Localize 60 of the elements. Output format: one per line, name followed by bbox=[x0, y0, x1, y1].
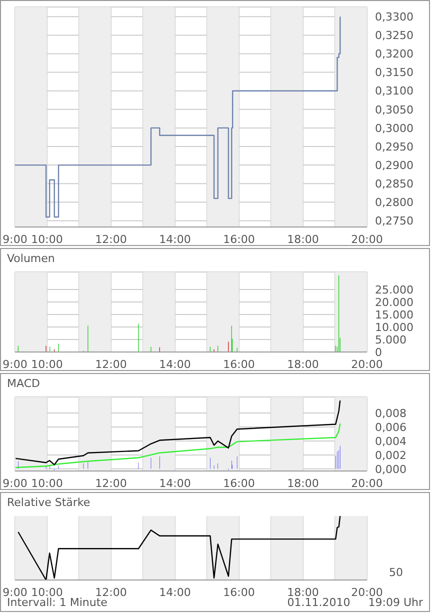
y-tick-label: 0,3150 bbox=[375, 66, 414, 80]
x-tick-label: 12:00 bbox=[95, 586, 127, 599]
line-series bbox=[15, 422, 341, 468]
x-tick-label: 9:00 bbox=[2, 586, 28, 599]
x-tick-label: 20:00 bbox=[351, 232, 383, 246]
x-tick-label: 9:00 bbox=[2, 232, 28, 246]
x-tick-label: 12:00 bbox=[95, 232, 127, 246]
x-tick-label: 12:00 bbox=[95, 476, 127, 490]
y-tick-label: 5.000 bbox=[375, 333, 406, 346]
y-tick-label: 0,004 bbox=[375, 434, 406, 448]
y-tick-label: 0,2950 bbox=[375, 140, 414, 154]
y-tick-label: 0,006 bbox=[375, 420, 406, 434]
x-tick-label: 16:00 bbox=[223, 232, 255, 246]
x-tick-label: 16:00 bbox=[223, 586, 255, 599]
y-tick-label: 0,3050 bbox=[375, 103, 414, 116]
x-tick-label: 9:00 bbox=[2, 476, 28, 490]
y-tick-label: 10.000 bbox=[375, 320, 414, 334]
text: Intervall: 1 Minute bbox=[7, 596, 108, 609]
y-tick-label: 0,3300 bbox=[375, 10, 414, 24]
x-tick-label: 14:00 bbox=[159, 476, 191, 490]
y-tick-label: 0,000 bbox=[375, 462, 406, 476]
y-tick-label: 0 bbox=[375, 346, 382, 359]
y-tick-label: 25.000 bbox=[375, 283, 414, 296]
line-series bbox=[15, 400, 341, 466]
x-tick-label: 14:00 bbox=[159, 358, 191, 371]
y-tick-label: 0,008 bbox=[375, 406, 406, 420]
x-tick-label: 18:00 bbox=[287, 476, 319, 490]
y-tick-label: 0,3250 bbox=[375, 29, 414, 42]
x-tick-label: 18:00 bbox=[287, 232, 319, 246]
x-tick-label: 10:00 bbox=[31, 586, 63, 599]
x-tick-label: 20:00 bbox=[351, 358, 383, 371]
x-tick-label: 20:00 bbox=[351, 586, 383, 599]
text: 19:09 Uhr bbox=[368, 596, 423, 609]
y-tick-label: 20.000 bbox=[375, 296, 414, 309]
chart-title: Volumen bbox=[6, 251, 56, 266]
x-tick-label: 12:00 bbox=[95, 358, 127, 371]
x-tick-label: 16:00 bbox=[223, 476, 255, 490]
x-tick-label: 9:00 bbox=[2, 358, 28, 371]
x-tick-label: 10:00 bbox=[31, 476, 63, 490]
x-tick-label: 18:00 bbox=[287, 586, 319, 599]
x-tick-label: 10:00 bbox=[31, 232, 63, 246]
chart-title: MACD bbox=[6, 376, 41, 391]
y-tick-label: 0,2750 bbox=[375, 214, 414, 228]
y-tick-label: 0,3100 bbox=[375, 84, 414, 98]
x-tick-label: 14:00 bbox=[159, 586, 191, 599]
y-tick-label: 0,3000 bbox=[375, 122, 414, 135]
y-tick-label: 0,002 bbox=[375, 448, 406, 462]
x-tick-label: 18:00 bbox=[287, 358, 319, 371]
x-tick-label: 16:00 bbox=[223, 358, 255, 371]
y-tick-label: 0,3200 bbox=[375, 48, 414, 61]
y-tick-label: 15.000 bbox=[375, 308, 414, 322]
x-tick-label: 14:00 bbox=[159, 232, 191, 246]
text: 01.11.2010 bbox=[287, 596, 350, 609]
y-tick-label: 0,2850 bbox=[375, 178, 414, 190]
y-tick-label: 0,2900 bbox=[375, 158, 414, 172]
chart-title: Relative Stärke bbox=[6, 495, 92, 510]
x-tick-label: 10:00 bbox=[31, 358, 63, 371]
y-tick-label: 0,2800 bbox=[375, 196, 414, 210]
x-tick-label: 20:00 bbox=[351, 476, 383, 490]
text: 50 bbox=[389, 566, 403, 579]
